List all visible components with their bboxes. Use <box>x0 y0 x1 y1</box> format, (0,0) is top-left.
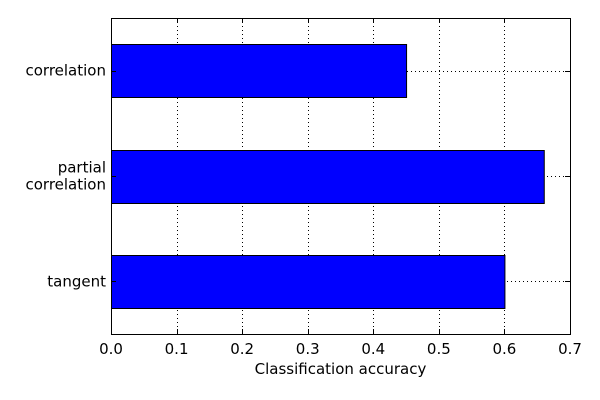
bars <box>111 44 545 309</box>
bar-correlation <box>111 44 408 98</box>
x-tick-label: 0.3 <box>296 340 320 358</box>
bar-tangent <box>111 255 506 309</box>
x-axis-label: Classification accuracy <box>255 360 427 378</box>
y-tick-label-line: correlation <box>26 176 107 194</box>
y-tick-label-line: correlation <box>26 62 107 80</box>
x-tick-label: 0.0 <box>99 340 123 358</box>
y-tick-label: tangent <box>47 272 106 290</box>
x-tick-label: 0.1 <box>165 340 189 358</box>
x-tick-label: 0.6 <box>492 340 516 358</box>
y-tick-label-line: partial <box>58 159 106 177</box>
y-tick-label: partial correlation <box>26 159 107 194</box>
x-tick-label: 0.4 <box>361 340 385 358</box>
x-tick-label: 0.7 <box>558 340 582 358</box>
y-tick-label: correlation <box>26 62 107 80</box>
x-tick-label: 0.2 <box>230 340 254 358</box>
x-tick-label: 0.5 <box>427 340 451 358</box>
y-tick-label-line: tangent <box>47 272 106 290</box>
bar-partial-correlation <box>111 150 545 204</box>
x-tick-labels: 0.0 0.1 0.2 0.3 0.4 0.5 0.6 0.7 <box>99 340 582 358</box>
tick-marks <box>111 18 571 334</box>
